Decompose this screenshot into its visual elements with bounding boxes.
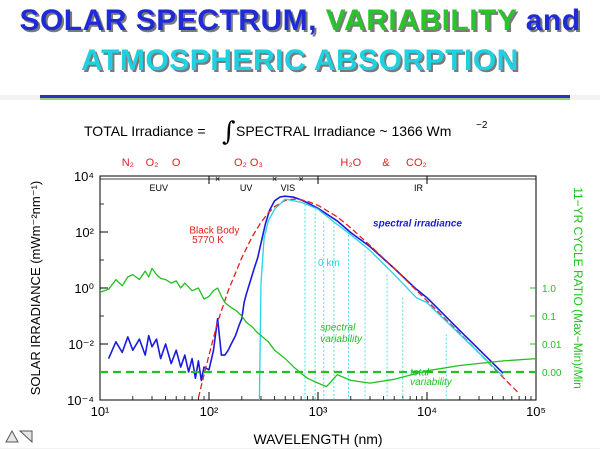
absorber-label-4: H₂O	[340, 157, 361, 169]
title-part-and: and	[525, 4, 581, 37]
annotation-0: spectral irradiance	[373, 218, 462, 229]
title-banner	[0, 0, 600, 95]
annotation-1: Black Body	[189, 225, 239, 236]
y-tick-label: 10⁰	[74, 281, 94, 296]
region-divider: ×	[215, 174, 220, 184]
series-line-0	[107, 195, 504, 382]
x-tick-label: 10⁴	[417, 404, 437, 419]
region-divider: ×	[272, 174, 277, 184]
x-tick-label: 10¹	[91, 404, 110, 419]
region-label-uv: UV	[240, 183, 253, 193]
title-part-solar: SOLAR SPECTRUM,	[19, 4, 317, 37]
title-divider-accent	[40, 98, 570, 100]
annotation-3: 0 km	[318, 258, 340, 269]
region-divider: ×	[298, 174, 303, 184]
absorber-label-3: O₂ O₃	[234, 157, 263, 169]
nav-forward-icon[interactable]	[18, 430, 33, 444]
y-axis-label-right: 11−YR CYCLE RATIO (Max−Min)/Min	[571, 187, 585, 389]
annotation-7: variability	[410, 377, 453, 388]
equation-integral: ∫	[222, 117, 236, 147]
annotation-5: variability	[320, 334, 363, 345]
x-tick-label: 10³	[309, 404, 328, 419]
slide-title-line1: SOLAR SPECTRUM, VARIABILITY and	[0, 4, 600, 38]
solar-spectrum-chart: TOTAL Irradiance = ∫ SPECTRAL Irradiance ~…	[0, 100, 600, 448]
y-tick-label: 10⁻²	[68, 337, 94, 352]
equation-left: TOTAL Irradiance =	[84, 123, 206, 139]
y-tick-label: 10²	[75, 225, 94, 240]
region-label-euv: EUV	[150, 183, 169, 193]
y-tick-label: 10⁻⁴	[67, 393, 94, 408]
y-tick-label: 10⁴	[74, 169, 94, 184]
slide-title-line2: ATMOSPHERIC ABSORPTION	[81, 44, 519, 77]
region-label-ir: IR	[414, 183, 424, 193]
absorber-label-5: &	[382, 157, 390, 169]
equation-right: SPECTRAL Irradiance ~ 1366 Wm	[236, 123, 451, 139]
absorber-label-0: N₂	[122, 157, 134, 169]
right-tick-label: 1.0	[542, 284, 556, 295]
annotation-6: total	[410, 367, 430, 378]
x-tick-label: 10²	[200, 404, 219, 419]
y-axis-label-left: SOLAR IRRADIANCE (mWm⁻²nm⁻¹)	[28, 181, 43, 396]
right-tick-label: 0.00	[542, 368, 562, 379]
x-axis-label: WAVELENGTH (nm)	[253, 431, 382, 447]
absorber-label-6: CO₂	[406, 157, 427, 169]
annotation-2: 5770 K	[192, 235, 224, 246]
slide-nav[interactable]	[4, 428, 34, 444]
title-part-variability: VARIABILITY	[325, 4, 517, 37]
region-label-vis: VIS	[281, 183, 296, 193]
absorber-label-2: O	[172, 157, 181, 169]
title-divider	[40, 95, 570, 98]
series-line-2	[258, 198, 504, 401]
equation-exponent: −2	[476, 120, 488, 131]
annotation-4: spectral	[320, 323, 356, 334]
nav-back-icon[interactable]	[5, 429, 19, 443]
right-tick-label: 0.01	[542, 340, 562, 351]
x-tick-label: 10⁵	[526, 404, 546, 419]
absorber-label-1: O₂	[146, 157, 159, 169]
series-line-3	[99, 267, 537, 388]
right-tick-label: 0.1	[542, 312, 556, 323]
